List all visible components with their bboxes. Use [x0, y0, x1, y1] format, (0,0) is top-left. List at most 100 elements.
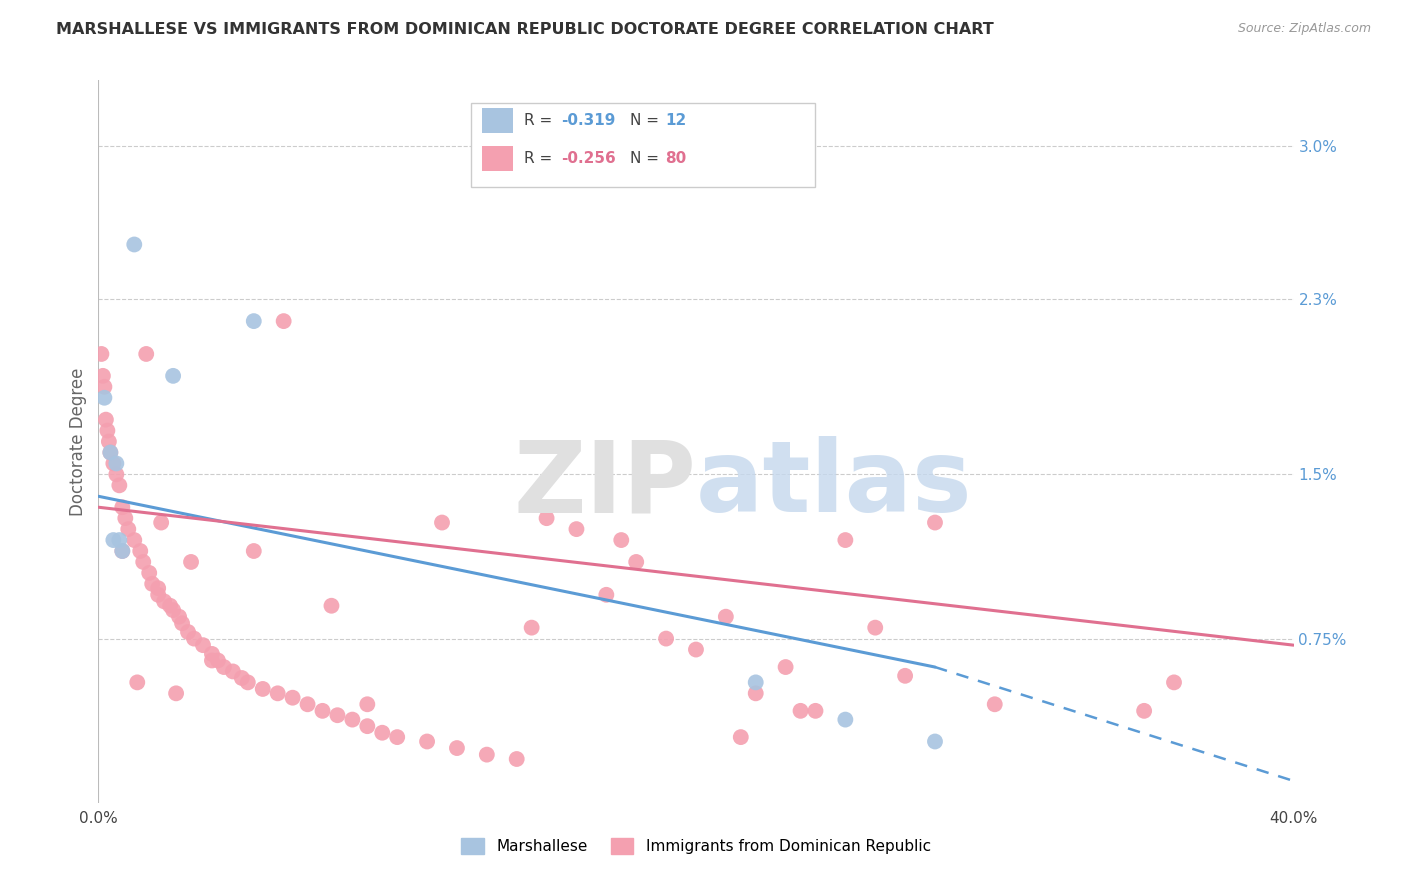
Text: ZIP: ZIP	[513, 436, 696, 533]
Point	[117, 522, 139, 536]
Point	[148, 581, 170, 595]
Point	[111, 500, 134, 515]
Point	[834, 713, 856, 727]
Text: 12: 12	[665, 113, 686, 128]
Point	[162, 368, 184, 383]
Point	[105, 457, 128, 471]
Point	[135, 347, 157, 361]
Point	[94, 412, 117, 426]
Point	[714, 609, 737, 624]
Point	[804, 704, 827, 718]
Point	[236, 675, 259, 690]
Point	[90, 347, 112, 361]
Point	[129, 544, 152, 558]
Text: N =: N =	[630, 113, 664, 128]
Point	[172, 616, 194, 631]
Point	[267, 686, 290, 700]
Point	[114, 511, 136, 525]
Point	[91, 368, 114, 383]
Point	[165, 686, 187, 700]
Point	[177, 625, 200, 640]
Legend: Marshallese, Immigrants from Dominican Republic: Marshallese, Immigrants from Dominican R…	[456, 832, 936, 860]
Point	[159, 599, 181, 613]
Point	[243, 544, 266, 558]
Point	[326, 708, 349, 723]
Text: Source: ZipAtlas.com: Source: ZipAtlas.com	[1237, 22, 1371, 36]
Point	[111, 544, 134, 558]
Point	[191, 638, 214, 652]
Point	[212, 660, 235, 674]
Point	[207, 653, 229, 667]
Point	[141, 577, 163, 591]
Point	[111, 544, 134, 558]
Point	[297, 698, 319, 712]
Point	[385, 730, 409, 744]
Text: 80: 80	[665, 152, 686, 166]
Point	[148, 588, 170, 602]
Text: N =: N =	[630, 152, 664, 166]
Point	[924, 516, 946, 530]
Point	[745, 686, 768, 700]
Point	[626, 555, 648, 569]
Point	[924, 734, 946, 748]
Point	[98, 445, 122, 459]
Point	[105, 467, 128, 482]
Point	[536, 511, 558, 525]
Point	[595, 588, 617, 602]
Point	[97, 434, 120, 449]
Point	[183, 632, 205, 646]
Point	[96, 424, 118, 438]
Point	[321, 599, 343, 613]
Point	[416, 734, 439, 748]
Point	[108, 533, 131, 547]
Text: -0.256: -0.256	[561, 152, 616, 166]
Point	[894, 669, 917, 683]
Point	[1133, 704, 1156, 718]
Point	[685, 642, 707, 657]
Point	[93, 380, 115, 394]
Y-axis label: Doctorate Degree: Doctorate Degree	[69, 368, 87, 516]
Point	[356, 719, 378, 733]
Point	[180, 555, 202, 569]
Point	[243, 314, 266, 328]
Point	[775, 660, 797, 674]
Text: -0.319: -0.319	[561, 113, 616, 128]
Point	[446, 741, 468, 756]
Point	[730, 730, 752, 744]
Point	[93, 391, 115, 405]
Text: R =: R =	[524, 152, 558, 166]
Text: MARSHALLESE VS IMMIGRANTS FROM DOMINICAN REPUBLIC DOCTORATE DEGREE CORRELATION C: MARSHALLESE VS IMMIGRANTS FROM DOMINICAN…	[56, 22, 994, 37]
Point	[342, 713, 364, 727]
Text: atlas: atlas	[696, 436, 973, 533]
Point	[311, 704, 333, 718]
Point	[222, 665, 245, 679]
Point	[132, 555, 155, 569]
Point	[252, 681, 274, 696]
Point	[834, 533, 856, 547]
Point	[124, 237, 146, 252]
Point	[98, 445, 122, 459]
Point	[610, 533, 633, 547]
Point	[281, 690, 304, 705]
Text: R =: R =	[524, 113, 558, 128]
Point	[138, 566, 160, 580]
Point	[273, 314, 295, 328]
Point	[108, 478, 131, 492]
Point	[124, 533, 146, 547]
Point	[1163, 675, 1185, 690]
Point	[475, 747, 498, 762]
Point	[231, 671, 253, 685]
Point	[356, 698, 378, 712]
Point	[201, 653, 224, 667]
Point	[201, 647, 224, 661]
Point	[127, 675, 149, 690]
Point	[655, 632, 678, 646]
Point	[506, 752, 529, 766]
Point	[865, 621, 887, 635]
Point	[103, 533, 125, 547]
Point	[984, 698, 1007, 712]
Point	[565, 522, 588, 536]
Point	[745, 675, 768, 690]
Point	[167, 609, 190, 624]
Point	[520, 621, 543, 635]
